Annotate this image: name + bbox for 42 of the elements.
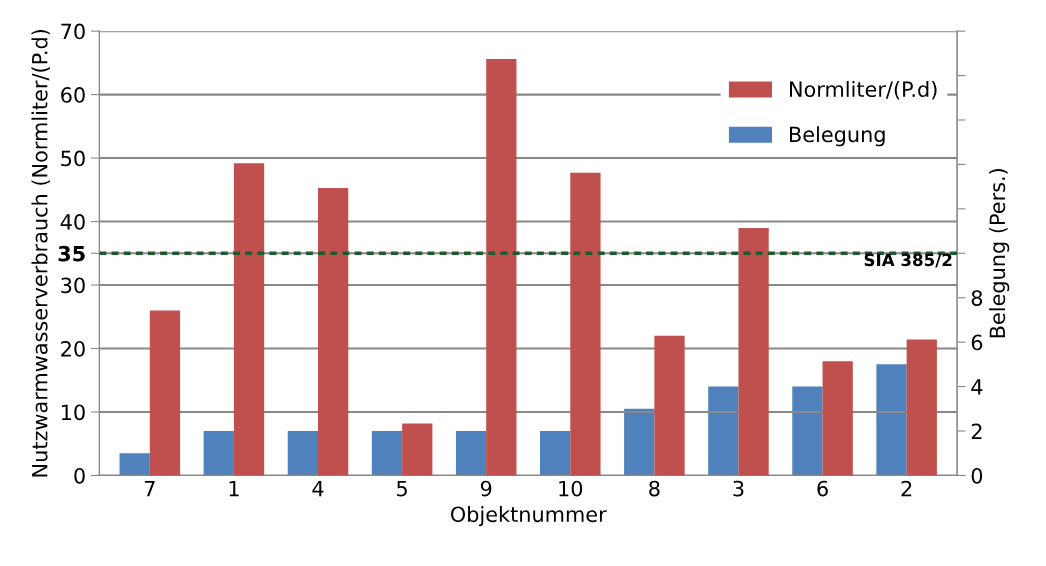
x-tick-label: 7 (144, 480, 155, 497)
bar (203, 431, 234, 476)
y-tick-label: 35 (58, 245, 85, 262)
bar (455, 431, 487, 476)
y-axis-title: Nutzwarmwasserverbrauch (Normliter/(P.d) (31, 29, 51, 477)
y2-tick-label: 0 (971, 467, 983, 484)
bar (738, 227, 769, 476)
x-tick-label: 2 (901, 480, 912, 497)
legend-label: Belegung (790, 126, 885, 147)
x-tick-label: 3 (733, 480, 744, 497)
y-tick-label: 40 (60, 214, 85, 230)
x-tick-label: 6 (817, 480, 828, 497)
y-tick-label: 50 (61, 150, 85, 167)
bar (119, 453, 150, 476)
x-axis-title: Objektnummer (450, 506, 607, 527)
y-tick-label: 70 (61, 23, 85, 40)
y-tick-label: 60 (61, 87, 85, 103)
bar (486, 59, 517, 476)
y-tick-label: 20 (61, 340, 85, 357)
bar (149, 310, 181, 476)
y2-tick-label: 4 (971, 379, 983, 395)
bar (287, 431, 318, 476)
bar (570, 172, 601, 476)
bar (233, 163, 265, 476)
x-tick-label: 5 (397, 480, 407, 497)
x-tick-label: 10 (559, 480, 583, 497)
bar (318, 187, 349, 476)
x-tick-label: 9 (480, 480, 492, 497)
y2-tick-label: 8 (971, 290, 983, 306)
x-tick-label: 4 (312, 480, 324, 497)
legend-label: Normliter/(P.d) (790, 80, 937, 100)
y-tick-label: 0 (74, 467, 85, 484)
x-tick-label: 1 (229, 480, 239, 497)
y2-tick-label: 2 (971, 423, 982, 439)
bar (540, 431, 571, 476)
y2-axis-title: Belegung (Pers.) (989, 169, 1010, 338)
y-tick-label: 30 (61, 277, 85, 294)
ref-line-label: SIA 385/2 (864, 253, 952, 268)
x-tick-label: 8 (649, 480, 660, 497)
y-tick-label: 10 (61, 404, 85, 421)
bar (654, 335, 685, 476)
y2-tick-label: 6 (971, 334, 983, 351)
